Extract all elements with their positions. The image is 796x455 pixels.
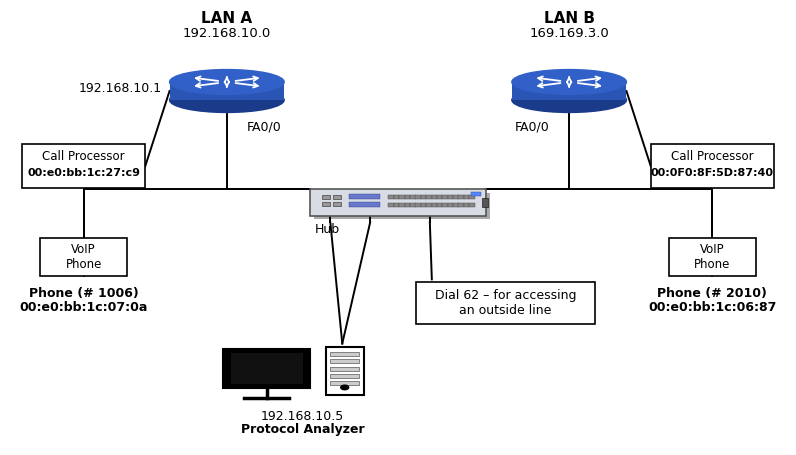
FancyBboxPatch shape <box>437 195 443 199</box>
FancyBboxPatch shape <box>453 203 458 207</box>
FancyBboxPatch shape <box>669 238 756 276</box>
FancyBboxPatch shape <box>349 194 380 199</box>
FancyBboxPatch shape <box>310 189 486 216</box>
FancyBboxPatch shape <box>458 203 464 207</box>
FancyBboxPatch shape <box>388 203 394 207</box>
FancyBboxPatch shape <box>223 349 310 388</box>
FancyBboxPatch shape <box>421 195 427 199</box>
Text: FA0/0: FA0/0 <box>247 121 282 133</box>
Text: VoIP
Phone: VoIP Phone <box>65 243 102 271</box>
FancyBboxPatch shape <box>400 195 405 199</box>
Text: 00:e0:bb:1c:06:87: 00:e0:bb:1c:06:87 <box>648 301 777 314</box>
FancyBboxPatch shape <box>447 203 453 207</box>
FancyBboxPatch shape <box>426 203 431 207</box>
FancyBboxPatch shape <box>437 203 443 207</box>
Polygon shape <box>512 82 626 100</box>
FancyBboxPatch shape <box>394 195 400 199</box>
FancyBboxPatch shape <box>231 354 302 384</box>
FancyBboxPatch shape <box>431 195 437 199</box>
FancyBboxPatch shape <box>330 381 359 385</box>
FancyBboxPatch shape <box>410 195 416 199</box>
Text: Phone (# 1006): Phone (# 1006) <box>29 287 139 300</box>
FancyBboxPatch shape <box>458 195 464 199</box>
Text: LAN B: LAN B <box>544 11 595 26</box>
FancyBboxPatch shape <box>431 203 437 207</box>
FancyBboxPatch shape <box>651 145 774 187</box>
Text: Dial 62 – for accessing
an outside line: Dial 62 – for accessing an outside line <box>435 288 576 317</box>
FancyBboxPatch shape <box>443 195 448 199</box>
FancyBboxPatch shape <box>471 192 481 196</box>
FancyBboxPatch shape <box>410 203 416 207</box>
FancyBboxPatch shape <box>349 202 380 207</box>
FancyBboxPatch shape <box>322 202 330 206</box>
FancyBboxPatch shape <box>333 195 341 199</box>
Text: 192.168.10.0: 192.168.10.0 <box>183 27 271 40</box>
FancyBboxPatch shape <box>394 203 400 207</box>
Text: Protocol Analyzer: Protocol Analyzer <box>240 424 365 436</box>
Text: Call Processor: Call Processor <box>42 150 125 162</box>
FancyBboxPatch shape <box>314 193 490 219</box>
Ellipse shape <box>170 87 284 112</box>
FancyBboxPatch shape <box>388 195 394 199</box>
Circle shape <box>341 385 349 389</box>
FancyBboxPatch shape <box>482 198 488 207</box>
Ellipse shape <box>512 87 626 112</box>
FancyBboxPatch shape <box>443 203 448 207</box>
FancyBboxPatch shape <box>322 195 330 199</box>
FancyBboxPatch shape <box>330 367 359 370</box>
Text: VoIP
Phone: VoIP Phone <box>694 243 731 271</box>
FancyBboxPatch shape <box>464 195 470 199</box>
Text: FA0/0: FA0/0 <box>514 121 549 133</box>
FancyBboxPatch shape <box>453 195 458 199</box>
Ellipse shape <box>170 70 284 95</box>
FancyBboxPatch shape <box>464 203 470 207</box>
FancyBboxPatch shape <box>447 195 453 199</box>
Ellipse shape <box>512 70 626 95</box>
FancyBboxPatch shape <box>469 195 474 199</box>
Text: 169.169.3.0: 169.169.3.0 <box>529 27 609 40</box>
FancyBboxPatch shape <box>404 195 410 199</box>
Text: 192.168.10.1: 192.168.10.1 <box>79 82 162 95</box>
FancyBboxPatch shape <box>421 203 427 207</box>
FancyBboxPatch shape <box>426 195 431 199</box>
Polygon shape <box>170 82 284 100</box>
FancyBboxPatch shape <box>469 203 474 207</box>
FancyBboxPatch shape <box>400 203 405 207</box>
FancyBboxPatch shape <box>404 203 410 207</box>
Text: 00:0F0:8F:5D:87:40: 00:0F0:8F:5D:87:40 <box>651 168 774 178</box>
Text: Call Processor: Call Processor <box>671 150 754 162</box>
Text: Phone (# 2010): Phone (# 2010) <box>657 287 767 300</box>
Text: 00:e0:bb:1c:27:c9: 00:e0:bb:1c:27:c9 <box>27 168 140 178</box>
Text: Hub: Hub <box>314 223 340 236</box>
FancyBboxPatch shape <box>416 282 595 324</box>
Text: 192.168.10.5: 192.168.10.5 <box>261 410 344 423</box>
Text: 00:e0:bb:1c:07:0a: 00:e0:bb:1c:07:0a <box>19 301 148 314</box>
FancyBboxPatch shape <box>333 202 341 206</box>
Text: LAN A: LAN A <box>201 11 252 26</box>
FancyBboxPatch shape <box>330 374 359 378</box>
FancyBboxPatch shape <box>416 203 421 207</box>
FancyBboxPatch shape <box>326 347 364 394</box>
FancyBboxPatch shape <box>21 145 146 187</box>
FancyBboxPatch shape <box>416 195 421 199</box>
FancyBboxPatch shape <box>330 359 359 363</box>
FancyBboxPatch shape <box>330 352 359 356</box>
FancyBboxPatch shape <box>40 238 127 276</box>
